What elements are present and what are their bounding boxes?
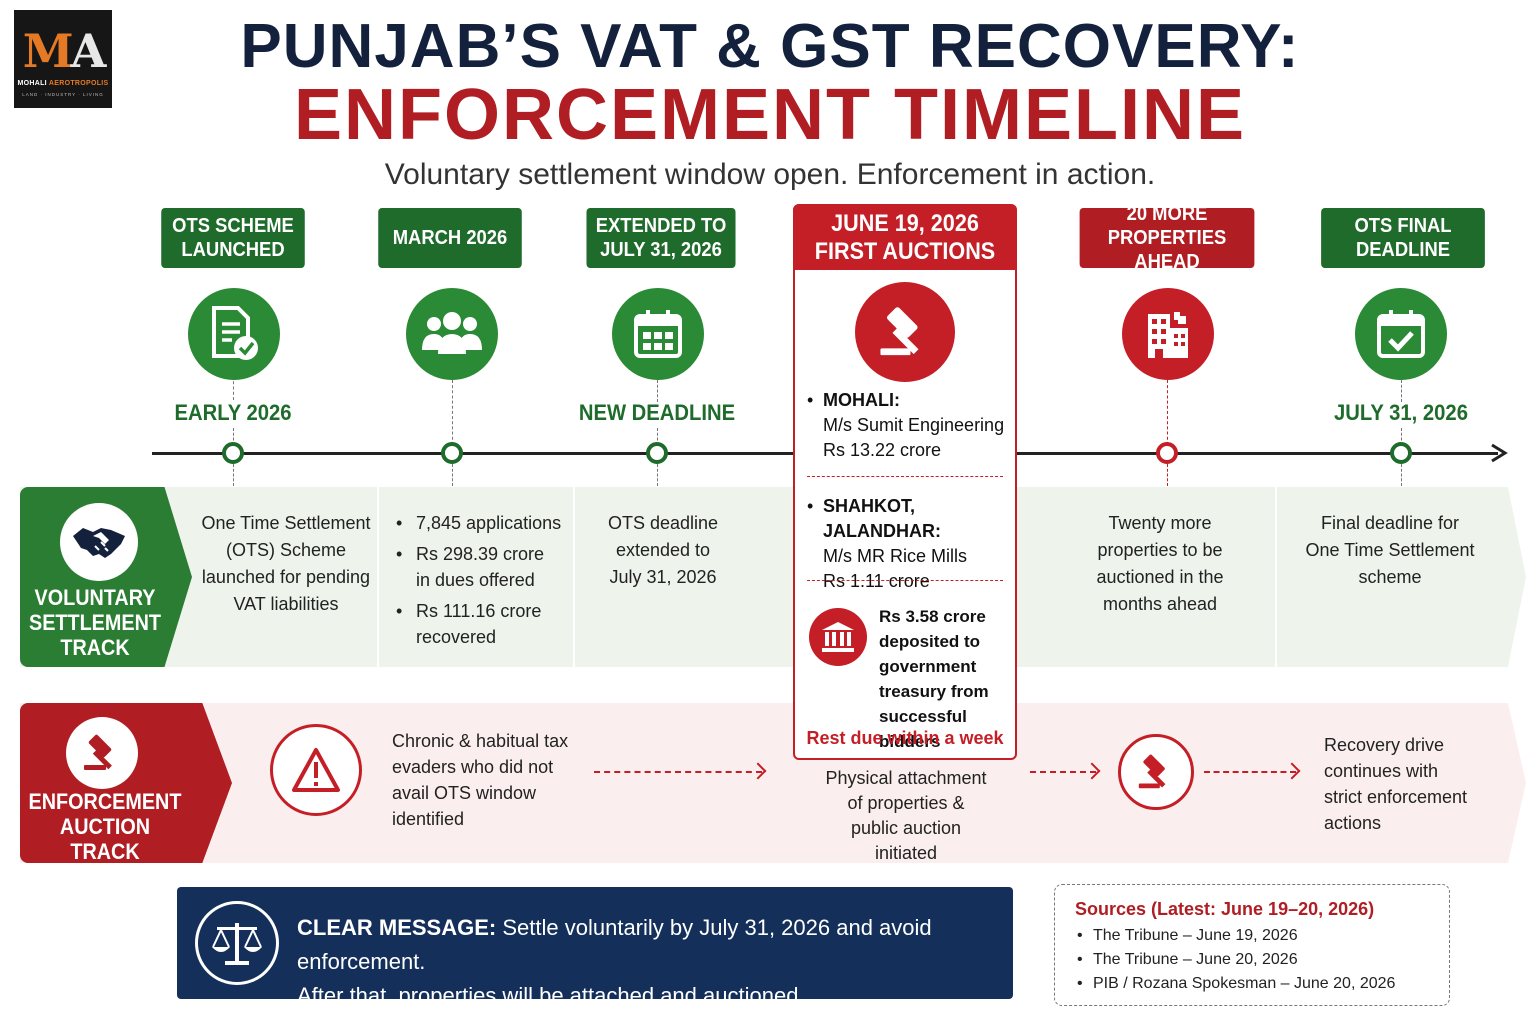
divider [807, 476, 1003, 477]
milestone-tag-march-2026: MARCH 2026 [378, 208, 522, 268]
voluntary-track-tab: VOLUNTARY SETTLEMENT TRACK [20, 487, 192, 667]
enforcement-track-label-3: TRACK [70, 839, 140, 864]
timeline-arrow-icon [1490, 443, 1508, 463]
voluntary-track-label-3: TRACK [60, 635, 130, 660]
phase-label-july-31: JULY 31, 2026 [1334, 400, 1468, 425]
people-group-icon [406, 288, 498, 380]
enforcement-track-label-1: ENFORCEMENT [28, 789, 182, 814]
connector-line [233, 428, 234, 450]
enforcement-track-tab: ENFORCEMENT AUCTION TRACK [20, 703, 232, 863]
warning-icon [270, 724, 362, 816]
connector-line [657, 464, 658, 486]
gavel-icon [855, 282, 955, 382]
rest-due-note: Rest due within a week [806, 728, 1004, 748]
enforcement-track-band [20, 703, 1526, 863]
source-item: The Tribune – June 19, 2026 [1075, 924, 1429, 948]
handshake-icon [60, 503, 138, 581]
buildings-icon [1122, 288, 1214, 380]
connector-line [657, 380, 658, 402]
calendar-grid-icon [612, 288, 704, 380]
connector-line [452, 464, 453, 486]
timeline-node [222, 442, 244, 464]
milestone-tag-extended: EXTENDED TO JULY 31, 2026 [586, 208, 736, 268]
track-separator [377, 487, 379, 667]
voluntary-track-label-1: VOLUNTARY [34, 585, 156, 610]
connector-line [1167, 464, 1168, 486]
connector-line [1401, 380, 1402, 402]
page-title-highlight: ENFORCEMENT TIMELINE [294, 75, 1246, 155]
timeline-node [1390, 442, 1412, 464]
bank-icon [809, 608, 867, 666]
track-separator [573, 487, 575, 667]
clear-message-banner: CLEAR MESSAGE: Settle voluntarily by Jul… [177, 887, 1013, 1008]
milestone-tag-more-properties: 20 MORE PROPERTIES AHEAD [1079, 203, 1255, 273]
extension-description: OTS deadline extended to July 31, 2026 [607, 513, 719, 587]
divider [807, 580, 1003, 581]
ots-launch-description: One Time Settlement (OTS) Scheme launched… [201, 513, 371, 614]
track-separator [1275, 487, 1277, 667]
milestone-tag-final-deadline: OTS FINAL DEADLINE [1321, 208, 1485, 268]
gavel-icon [1118, 734, 1194, 810]
logo-name: MOHALI AEROTROPOLIS [17, 80, 109, 87]
connector-line [657, 428, 658, 450]
evaders-description: Chronic & habitual tax evaders who did no… [392, 731, 569, 829]
connector-line [452, 380, 453, 450]
flow-arrow [594, 771, 762, 773]
voluntary-track-label-2: SETTLEMENT [28, 610, 161, 635]
enforcement-track-label-2: AUCTION [59, 814, 151, 839]
final-deadline-description: Final deadline for One Time Settlement sch… [1305, 513, 1475, 587]
connector-line [233, 464, 234, 486]
connector-line [1401, 428, 1402, 450]
connector-line [1401, 464, 1402, 486]
gavel-icon [66, 717, 138, 789]
timeline-node [1156, 442, 1178, 464]
auction-item-mohali: • MOHALI: M/s Sumit Engineering Rs 13.22 … [807, 390, 1005, 460]
logo-mark: MA [22, 24, 107, 78]
logo-tagline: LAND · INDUSTRY · LIVING [22, 92, 104, 97]
source-item: PIB / Rozana Spokesman – June 20, 2026 [1075, 972, 1429, 996]
list-item: 7,845 applications [394, 510, 570, 536]
first-auctions-card: JUNE 19, 2026 FIRST AUCTIONS • MOHALI: M/s… [792, 203, 1017, 760]
flow-arrow [1204, 771, 1296, 773]
attachment-description: Physical attachment of properties & publi… [825, 768, 987, 863]
calendar-check-icon [1355, 288, 1447, 380]
document-check-icon [188, 288, 280, 380]
timeline-node [441, 442, 463, 464]
auction-item-shahkot: • SHAHKOT, JALANDHAR: M/s MR Rice Mills R… [807, 496, 967, 591]
phase-label-new-deadline: NEW DEADLINE [578, 400, 736, 425]
brand-logo: MA MOHALI AEROTROPOLIS LAND · INDUSTRY ·… [14, 10, 112, 108]
page-subtitle: Voluntary settlement window open. Enforc… [384, 158, 1156, 191]
page-title: PUNJAB’S VAT & GST RECOVERY: [240, 12, 1300, 81]
source-item: The Tribune – June 20, 2026 [1075, 948, 1429, 972]
connector-line [1167, 380, 1168, 450]
clear-message-text: CLEAR MESSAGE: Settle voluntarily by Jul… [297, 915, 932, 1008]
first-auctions-header: JUNE 19, 2026 FIRST AUCTIONS [792, 203, 1017, 270]
timeline-node [646, 442, 668, 464]
sources-heading: Sources (Latest: June 19–20, 2026) [1075, 899, 1375, 919]
connector-line [233, 376, 234, 400]
sources-box: Sources (Latest: June 19–20, 2026) The T… [1054, 884, 1450, 1006]
flow-arrow [1030, 771, 1096, 773]
deposit-note: Rs 3.58 crore deposited to government trea… [879, 607, 989, 751]
scales-icon [195, 901, 279, 985]
milestone-tag-ots-launched: OTS SCHEME LAUNCHED [161, 208, 305, 268]
recovery-drive-description: Recovery drive continues with strict enfo… [1324, 735, 1468, 833]
phase-label-early-2026: EARLY 2026 [174, 400, 292, 425]
more-properties-description: Twenty more properties to be auctioned in… [1096, 513, 1224, 614]
